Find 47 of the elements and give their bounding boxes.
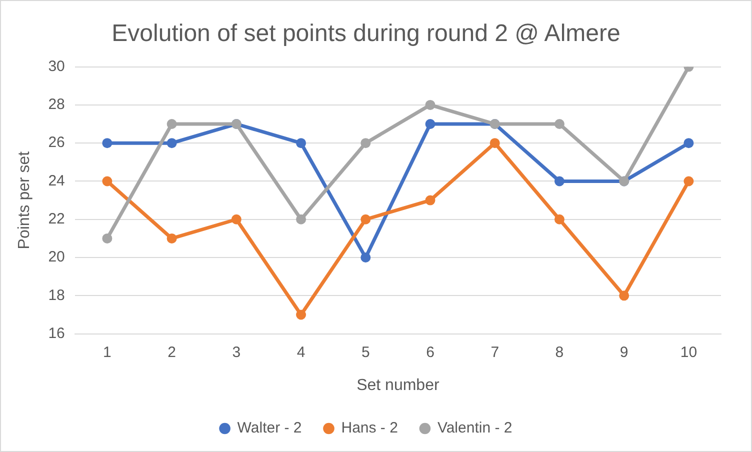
point xyxy=(425,119,436,130)
point xyxy=(296,214,306,224)
x-tick-label: 3 xyxy=(232,344,241,361)
point xyxy=(425,100,436,110)
y-tick-label: 20 xyxy=(48,248,65,266)
point xyxy=(619,290,630,301)
point xyxy=(360,214,371,224)
y-tick-label: 24 xyxy=(48,172,65,190)
y-tick-label: 28 xyxy=(48,96,65,114)
point xyxy=(296,138,306,148)
y-tick-label: 30 xyxy=(48,58,65,75)
x-tick-label: 8 xyxy=(555,344,564,361)
point xyxy=(490,138,500,148)
point xyxy=(554,214,564,224)
point xyxy=(102,233,112,244)
legend-label: Valentin - 2 xyxy=(437,420,512,437)
x-tick-label: 4 xyxy=(296,344,306,361)
chart-title: Evolution of set points during round 2 @ Almere xyxy=(112,20,620,48)
y-tick-label: 18 xyxy=(48,286,65,304)
x-tick-label: 2 xyxy=(168,344,176,361)
y-tick-label: 16 xyxy=(48,324,65,342)
x-tick-label: 9 xyxy=(620,344,628,361)
point xyxy=(684,138,694,148)
point xyxy=(166,119,177,130)
point xyxy=(231,214,242,224)
legend-label: Walter - 2 xyxy=(237,420,302,437)
point xyxy=(554,119,564,130)
x-tick-label: 7 xyxy=(490,344,500,361)
point xyxy=(425,195,436,206)
y-axis-title: Points per set xyxy=(16,150,34,250)
point xyxy=(360,252,371,263)
point xyxy=(166,138,177,148)
point xyxy=(360,138,371,148)
point xyxy=(554,176,564,186)
x-axis-title: Set number xyxy=(356,376,440,394)
legend-label: Hans - 2 xyxy=(341,420,398,437)
y-tick-label: 22 xyxy=(48,210,65,228)
x-tick-label: 6 xyxy=(426,344,434,361)
point xyxy=(684,176,694,186)
x-tick-label: 10 xyxy=(680,344,698,361)
y-tick-label: 26 xyxy=(48,134,65,152)
x-tick-label: 5 xyxy=(361,344,370,361)
point xyxy=(102,176,112,186)
point xyxy=(296,310,306,320)
x-tick-label: 1 xyxy=(103,344,112,361)
point xyxy=(102,138,112,148)
point xyxy=(166,233,177,244)
